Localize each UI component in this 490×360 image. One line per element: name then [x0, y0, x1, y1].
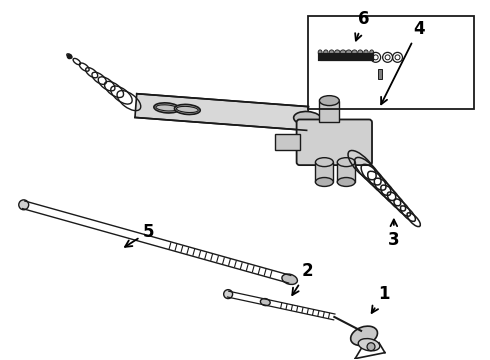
- Text: 2: 2: [292, 262, 313, 295]
- Text: 4: 4: [381, 20, 424, 104]
- Ellipse shape: [323, 50, 328, 55]
- Ellipse shape: [352, 50, 357, 55]
- Ellipse shape: [351, 326, 377, 346]
- Ellipse shape: [260, 298, 270, 306]
- Ellipse shape: [346, 50, 352, 55]
- Polygon shape: [135, 94, 308, 130]
- Bar: [337, 162, 355, 182]
- Bar: [378, 69, 382, 79]
- Text: 3: 3: [388, 220, 400, 248]
- Ellipse shape: [294, 112, 321, 126]
- FancyBboxPatch shape: [296, 120, 372, 165]
- Ellipse shape: [340, 50, 346, 55]
- Ellipse shape: [329, 50, 334, 55]
- Bar: [320, 54, 372, 60]
- Bar: [319, 100, 339, 122]
- Ellipse shape: [337, 158, 355, 167]
- Ellipse shape: [174, 104, 200, 114]
- Text: 1: 1: [371, 285, 390, 313]
- Ellipse shape: [316, 158, 333, 167]
- Bar: [308, 16, 473, 109]
- Ellipse shape: [156, 105, 178, 111]
- Circle shape: [19, 200, 29, 210]
- Ellipse shape: [337, 177, 355, 186]
- Bar: [275, 134, 299, 150]
- Ellipse shape: [282, 274, 297, 284]
- Ellipse shape: [364, 50, 368, 55]
- Ellipse shape: [335, 50, 340, 55]
- Circle shape: [223, 290, 233, 298]
- Bar: [316, 162, 333, 182]
- Ellipse shape: [176, 106, 198, 113]
- Text: 5: 5: [125, 222, 154, 247]
- Ellipse shape: [316, 177, 333, 186]
- Ellipse shape: [319, 96, 339, 105]
- Ellipse shape: [358, 338, 380, 351]
- Ellipse shape: [318, 50, 322, 55]
- Ellipse shape: [358, 50, 363, 55]
- Ellipse shape: [154, 103, 180, 113]
- Circle shape: [367, 343, 375, 351]
- Ellipse shape: [370, 50, 374, 55]
- Text: 6: 6: [355, 10, 370, 41]
